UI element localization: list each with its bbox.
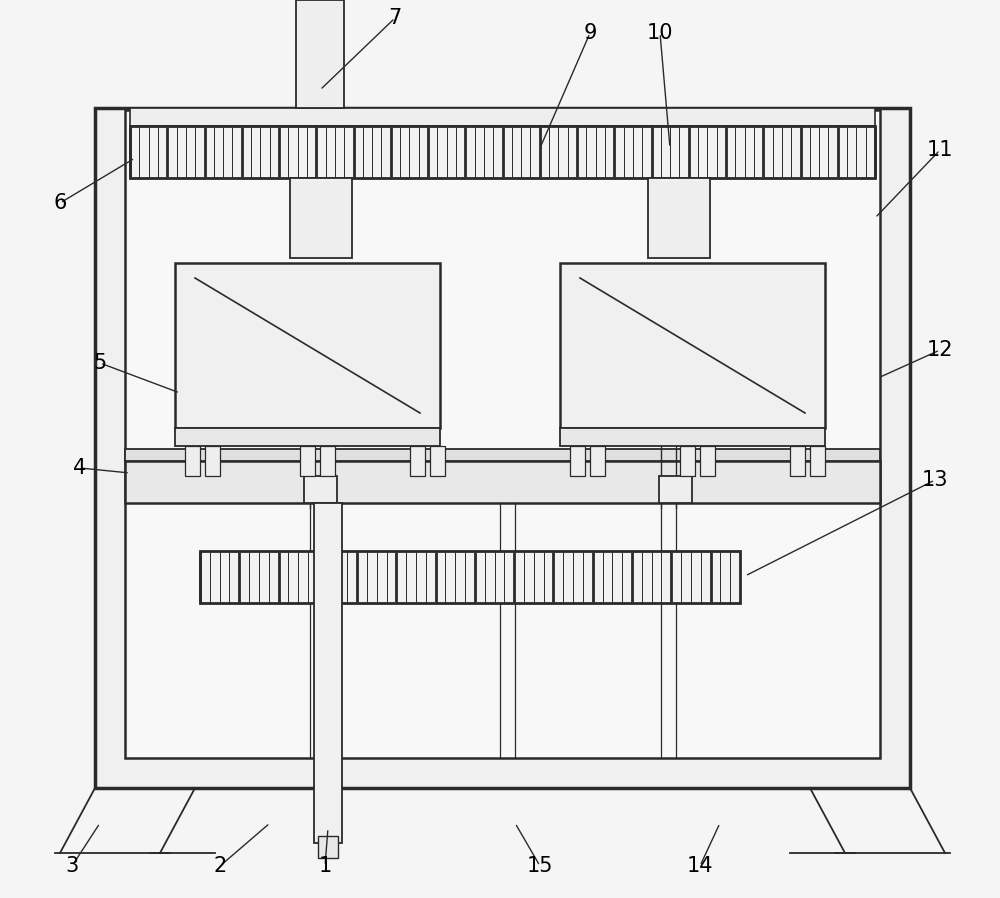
Text: 15: 15 (527, 856, 553, 876)
Text: 11: 11 (927, 140, 953, 160)
Text: 4: 4 (73, 458, 87, 478)
Text: 2: 2 (213, 856, 227, 876)
Bar (125, 449, 880, 461)
Bar (125, 461, 880, 503)
Bar (790, 446, 805, 476)
Bar (700, 446, 715, 476)
Bar (290, 178, 352, 258)
Bar (430, 446, 445, 476)
Bar (205, 446, 220, 476)
Bar (300, 446, 315, 476)
Text: 12: 12 (927, 340, 953, 360)
Text: 7: 7 (388, 8, 402, 28)
Bar (175, 428, 440, 446)
Bar (318, 836, 338, 858)
Text: 10: 10 (647, 23, 673, 43)
Bar (125, 110, 880, 758)
Bar (560, 263, 825, 428)
Bar (304, 476, 337, 503)
Bar (185, 446, 200, 476)
Text: 9: 9 (583, 23, 597, 43)
Bar (648, 178, 710, 258)
Text: 14: 14 (687, 856, 713, 876)
Bar (130, 126, 875, 178)
Bar (680, 446, 695, 476)
Bar (570, 446, 585, 476)
Text: 5: 5 (93, 353, 107, 373)
Text: 13: 13 (922, 470, 948, 490)
Bar (320, 446, 335, 476)
Text: 3: 3 (65, 856, 79, 876)
Bar (314, 503, 342, 843)
Bar (200, 551, 740, 603)
Text: 1: 1 (318, 856, 332, 876)
Bar (590, 446, 605, 476)
Bar (296, 0, 344, 108)
Bar (130, 108, 875, 126)
Bar (659, 476, 692, 503)
Bar (810, 446, 825, 476)
Bar (95, 108, 910, 788)
Bar (560, 428, 825, 446)
Text: 6: 6 (53, 193, 67, 213)
Bar (410, 446, 425, 476)
Bar (175, 263, 440, 428)
